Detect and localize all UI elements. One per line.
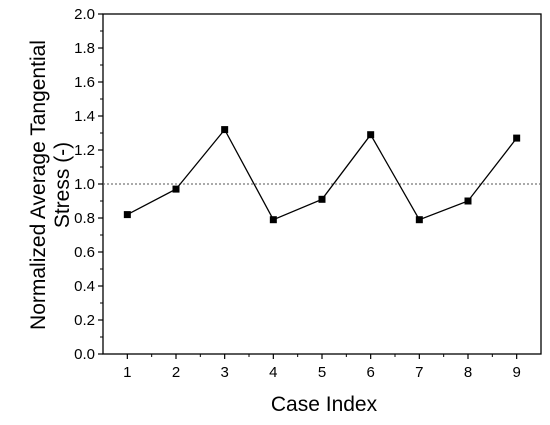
x-tick-label: 3 xyxy=(220,364,228,381)
y-tick-label: 1.6 xyxy=(74,74,95,91)
data-point xyxy=(123,211,131,219)
data-point xyxy=(464,197,472,205)
y-tick-label: 0.0 xyxy=(74,346,95,363)
x-tick-label: 8 xyxy=(464,364,472,381)
y-axis-title-line1: Normalized Average Tangential xyxy=(27,40,50,330)
x-axis-title: Case Index xyxy=(271,393,378,416)
y-tick-label: 1.4 xyxy=(74,108,95,125)
series-line xyxy=(123,126,521,224)
y-axis-title-line2: Stress (-) xyxy=(51,142,74,228)
data-point xyxy=(221,126,229,134)
x-axis-ticks: 1 2 3 4 5 6 7 8 9 xyxy=(123,354,521,381)
data-point xyxy=(172,185,180,193)
x-tick-label: 7 xyxy=(415,364,423,381)
y-axis-title: Normalized Average Tangential Stress (-) xyxy=(27,40,74,330)
data-point xyxy=(367,131,375,139)
x-tick-label: 2 xyxy=(172,364,180,381)
x-tick-label: 4 xyxy=(269,364,277,381)
data-point xyxy=(318,195,326,203)
y-tick-label: 1.8 xyxy=(74,40,95,57)
series-path xyxy=(127,128,518,221)
y-tick-label: 0.2 xyxy=(74,312,95,329)
y-tick-label: 1.2 xyxy=(74,142,95,159)
x-tick-label: 1 xyxy=(123,364,131,381)
x-tick-label: 6 xyxy=(366,364,374,381)
x-tick-label: 5 xyxy=(318,364,326,381)
x-tick-label: 9 xyxy=(512,364,520,381)
y-tick-label: 2.0 xyxy=(74,6,95,23)
y-tick-label: 1.0 xyxy=(74,176,95,193)
data-point xyxy=(269,216,277,224)
plot-area xyxy=(102,13,542,355)
y-tick-label: 0.8 xyxy=(74,210,95,227)
y-axis-ticks: 0.0 0.2 0.4 0.6 0.8 1.0 1.2 1.4 1.6 1.8 2.0 xyxy=(74,6,103,363)
y-tick-label: 0.4 xyxy=(74,278,95,295)
data-point xyxy=(415,216,423,224)
y-tick-label: 0.6 xyxy=(74,244,95,261)
data-point xyxy=(513,134,521,142)
